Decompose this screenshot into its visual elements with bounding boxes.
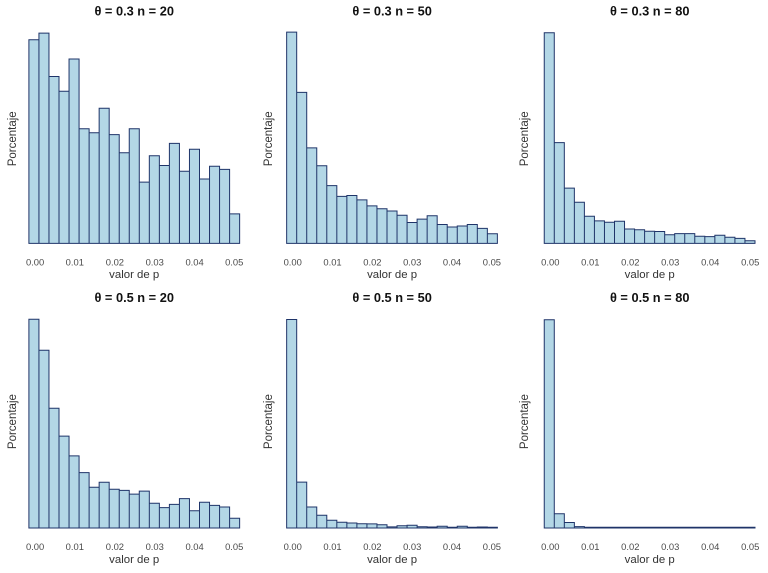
- svg-text:0.01: 0.01: [581, 257, 599, 268]
- svg-text:0.04: 0.04: [701, 257, 719, 268]
- svg-text:valor de p: valor de p: [367, 269, 417, 281]
- svg-text:0.02: 0.02: [106, 257, 124, 268]
- svg-text:0.00: 0.00: [284, 257, 302, 268]
- svg-text:0.01: 0.01: [66, 257, 84, 268]
- svg-text:0.03: 0.03: [146, 541, 164, 552]
- svg-text:valor de p: valor de p: [109, 554, 159, 566]
- svg-text:0.01: 0.01: [581, 541, 599, 552]
- svg-text:0.04: 0.04: [443, 257, 461, 268]
- svg-text:0.02: 0.02: [621, 541, 639, 552]
- svg-text:0.00: 0.00: [284, 541, 302, 552]
- svg-text:0.00: 0.00: [541, 541, 559, 552]
- svg-text:0.03: 0.03: [661, 541, 679, 552]
- svg-text:0.02: 0.02: [363, 257, 381, 268]
- svg-text:0.05: 0.05: [225, 541, 243, 552]
- svg-text:0.04: 0.04: [185, 257, 203, 268]
- svg-text:θ = 0.5 n = 50: θ = 0.5 n = 50: [352, 290, 431, 305]
- svg-text:0.04: 0.04: [701, 541, 719, 552]
- svg-text:0.02: 0.02: [106, 541, 124, 552]
- svg-text:Porcentaje: Porcentaje: [519, 111, 531, 166]
- svg-text:0.01: 0.01: [66, 541, 84, 552]
- svg-text:0.05: 0.05: [483, 541, 501, 552]
- svg-text:0.01: 0.01: [323, 257, 341, 268]
- svg-text:valor de p: valor de p: [625, 554, 675, 566]
- svg-text:0.03: 0.03: [661, 257, 679, 268]
- svg-text:0.00: 0.00: [26, 541, 44, 552]
- svg-text:0.03: 0.03: [403, 257, 421, 268]
- svg-text:Porcentaje: Porcentaje: [7, 111, 19, 166]
- svg-text:Porcentaje: Porcentaje: [263, 394, 275, 449]
- svg-text:Porcentaje: Porcentaje: [519, 394, 531, 449]
- svg-text:0.05: 0.05: [741, 541, 759, 552]
- svg-text:θ = 0.3 n = 20: θ = 0.3 n = 20: [94, 4, 173, 19]
- svg-text:0.05: 0.05: [483, 257, 501, 268]
- svg-text:0.02: 0.02: [621, 257, 639, 268]
- svg-text:0.00: 0.00: [541, 257, 559, 268]
- svg-text:valor de p: valor de p: [625, 269, 675, 281]
- svg-text:valor de p: valor de p: [367, 554, 417, 566]
- svg-text:valor de p: valor de p: [109, 269, 159, 281]
- svg-text:0.05: 0.05: [741, 257, 759, 268]
- svg-text:0.04: 0.04: [443, 541, 461, 552]
- svg-text:0.03: 0.03: [146, 257, 164, 268]
- svg-text:θ = 0.5 n = 20: θ = 0.5 n = 20: [94, 290, 173, 305]
- svg-text:0.04: 0.04: [185, 541, 203, 552]
- svg-text:0.05: 0.05: [225, 257, 243, 268]
- svg-text:θ = 0.3 n = 50: θ = 0.3 n = 50: [352, 4, 431, 19]
- svg-text:0.01: 0.01: [323, 541, 341, 552]
- svg-text:θ = 0.5 n = 80: θ = 0.5 n = 80: [610, 290, 689, 305]
- svg-text:0.03: 0.03: [403, 541, 421, 552]
- svg-text:Porcentaje: Porcentaje: [263, 111, 275, 166]
- svg-text:Porcentaje: Porcentaje: [7, 394, 19, 449]
- svg-text:0.02: 0.02: [363, 541, 381, 552]
- svg-text:0.00: 0.00: [26, 257, 44, 268]
- svg-text:θ = 0.3 n = 80: θ = 0.3 n = 80: [610, 4, 689, 19]
